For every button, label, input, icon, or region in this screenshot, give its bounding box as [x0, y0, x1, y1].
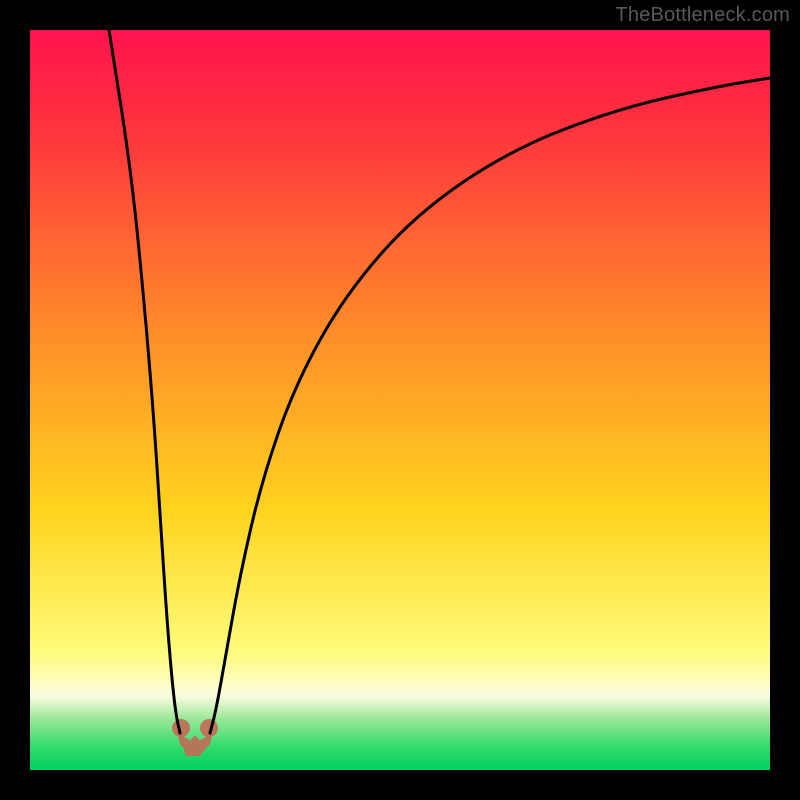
watermark-text: TheBottleneck.com [615, 4, 790, 27]
chart-stage: TheBottleneck.com [0, 0, 800, 800]
gradient-plot-area [30, 30, 770, 770]
